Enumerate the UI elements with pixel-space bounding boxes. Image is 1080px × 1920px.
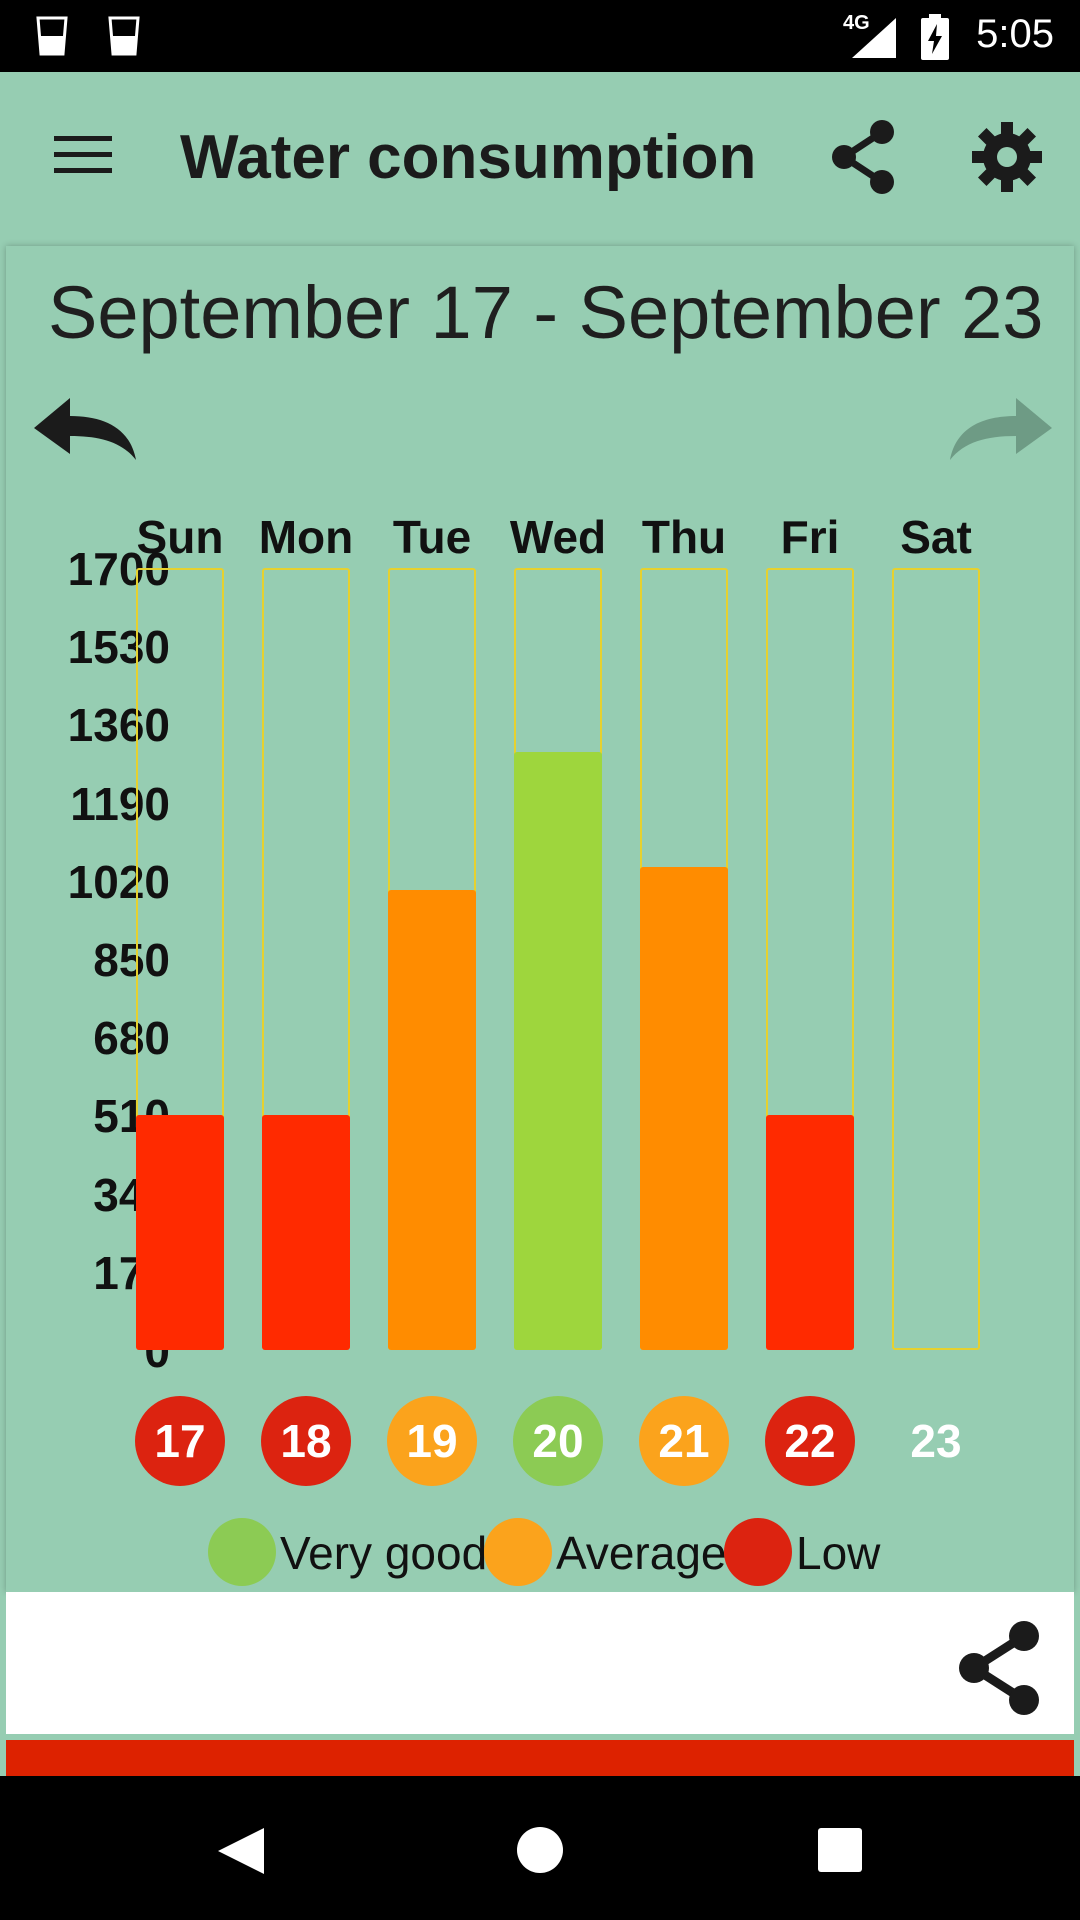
date-badge-20[interactable]: 20 <box>513 1396 603 1486</box>
bar-thu[interactable] <box>640 867 728 1350</box>
legend-low-label: Low <box>796 1527 881 1579</box>
status-bar: 4G 5:05 <box>0 0 1080 72</box>
legend-very-good-dot <box>208 1518 276 1586</box>
bar-sun[interactable] <box>136 1115 224 1350</box>
bar-wed[interactable] <box>514 752 602 1350</box>
bar-track-sat <box>892 568 980 1350</box>
date-badge-21[interactable]: 21 <box>639 1396 729 1486</box>
y-tick-label: 1530 <box>67 621 170 674</box>
day-label-mon: Mon <box>258 511 354 563</box>
legend-average-label: Average <box>556 1527 727 1579</box>
y-tick-label: 680 <box>93 1012 170 1065</box>
water-glass-icon <box>36 16 68 56</box>
day-label-thu: Thu <box>641 511 727 563</box>
date-badge-22[interactable]: 22 <box>765 1396 855 1486</box>
y-tick-label: 1190 <box>70 777 170 830</box>
day-label-tue: Tue <box>392 511 472 563</box>
y-tick-label: 1360 <box>67 699 170 752</box>
day-label-wed: Wed <box>509 511 607 563</box>
next-week-arrow-icon[interactable] <box>948 398 1052 460</box>
date-badge-19[interactable]: 19 <box>387 1396 477 1486</box>
week-range-label: September 17 - September 23 <box>48 271 1044 354</box>
day-label-fri: Fri <box>780 511 840 563</box>
ad-banner[interactable] <box>6 1740 1074 1780</box>
bar-tue[interactable] <box>388 890 476 1350</box>
date-badge-23[interactable]: 23 <box>910 1415 962 1467</box>
weekly-chart-card: September 17 - September 23 1700 1530 1360… <box>6 246 1074 1592</box>
menu-icon[interactable] <box>54 134 112 176</box>
page-title: Water consumption <box>180 123 757 192</box>
day-label-sat: Sat <box>900 511 972 563</box>
battery-charging-icon <box>921 14 949 60</box>
signal-icon <box>852 18 896 58</box>
share-icon[interactable] <box>956 1620 1042 1716</box>
gear-icon[interactable] <box>970 120 1044 194</box>
previous-week-arrow-icon[interactable] <box>34 398 138 460</box>
y-tick-label: 1020 <box>67 855 170 908</box>
legend-average-dot <box>484 1518 552 1586</box>
back-icon[interactable] <box>216 1826 266 1876</box>
date-badge-18[interactable]: 18 <box>261 1396 351 1486</box>
share-panel <box>6 1592 1074 1734</box>
clock: 5:05 <box>976 12 1054 56</box>
date-badge-17[interactable]: 17 <box>135 1396 225 1486</box>
water-glass-icon <box>108 16 140 56</box>
bar-fri[interactable] <box>766 1115 854 1350</box>
bar-mon[interactable] <box>262 1115 350 1350</box>
recents-icon[interactable] <box>818 1828 862 1872</box>
home-icon[interactable] <box>516 1826 564 1874</box>
app-bar: Water consumption <box>0 72 1080 240</box>
legend: Very good Average Low <box>6 1518 1074 1598</box>
network-type-label: 4G <box>843 12 870 34</box>
legend-low-dot <box>724 1518 792 1586</box>
legend-very-good-label: Very good <box>280 1527 488 1579</box>
day-label-sun: Sun <box>136 511 224 563</box>
navigation-bar <box>0 1776 1080 1920</box>
share-icon[interactable] <box>830 120 896 194</box>
y-tick-label: 850 <box>93 934 170 986</box>
